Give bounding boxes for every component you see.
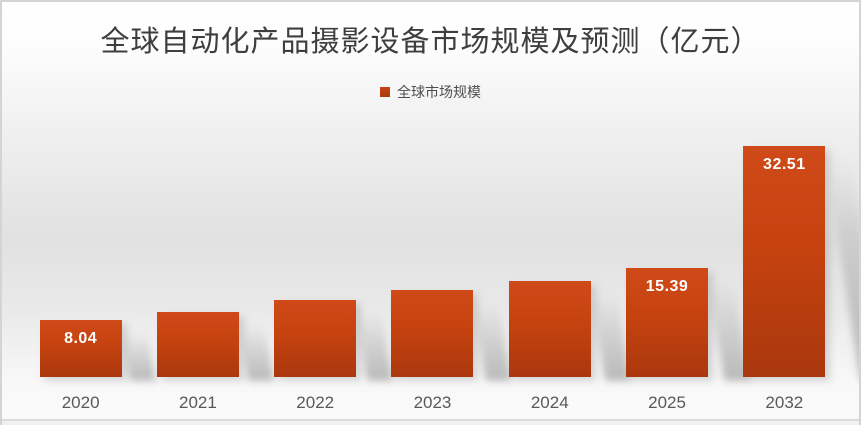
bar-2021 (156, 312, 239, 377)
x-tick-label-2020: 2020 (61, 393, 100, 412)
bar-slot: 15.39 (608, 145, 725, 377)
legend-swatch-icon (380, 87, 390, 97)
slide-bottom-edge (2, 419, 859, 425)
plot-area: 8.04 15.39 32.51 (22, 145, 843, 377)
data-label-2025: 15.39 (645, 278, 689, 295)
x-tick-label-2025: 2025 (648, 393, 686, 412)
x-tick-label-2021: 2021 (179, 393, 217, 412)
bar-slot (139, 145, 256, 377)
chart-title: 全球自动化产品摄影设备市场规模及预测（亿元） (100, 26, 761, 58)
bar-slot (374, 145, 491, 377)
legend: 全球市场规模 (2, 82, 859, 102)
data-label-2032: 32.51 (763, 156, 806, 173)
x-tick-label-2024: 2024 (530, 393, 569, 412)
data-label-2020: 8.04 (64, 330, 98, 347)
bar-2022 (274, 300, 357, 377)
x-tick-label-2032: 2032 (765, 393, 804, 412)
x-axis-labels: 2020 2021 2022 2023 2024 2025 2032 (22, 393, 843, 413)
bar-slot: 32.51 (726, 145, 843, 377)
bar-2020: 8.04 (39, 320, 122, 377)
bar-2024 (508, 281, 591, 377)
bar-slot (257, 145, 374, 377)
bar-slot: 8.04 (22, 145, 139, 377)
bar-2025: 15.39 (626, 268, 709, 377)
bar-2023 (391, 290, 474, 377)
x-tick-label-2023: 2023 (413, 393, 452, 412)
bar-2032: 32.51 (743, 146, 826, 377)
bar-slot (491, 145, 608, 377)
legend-label: 全球市场规模 (397, 86, 481, 101)
x-tick-label-2022: 2022 (296, 393, 335, 412)
